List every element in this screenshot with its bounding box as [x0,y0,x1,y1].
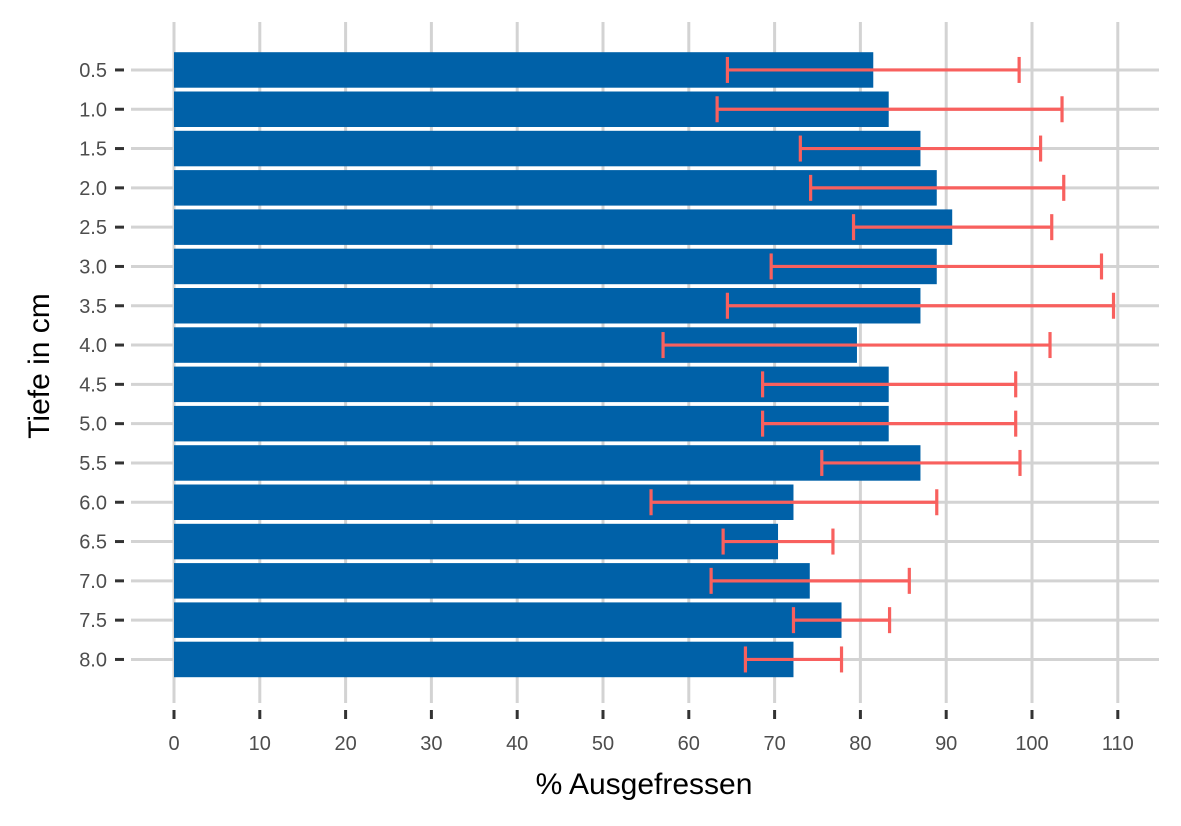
y-axis-title: Tiefe in cm [23,293,56,439]
error-bar-2.5 [851,214,1054,241]
x-axis-title: % Ausgefressen [536,768,753,801]
bar-7.0 [174,563,810,599]
error-bar-6.5 [721,528,835,555]
y-tick-label-8.0: 8.0 [79,649,107,671]
x-tick-label-1: 10 [249,733,271,755]
error-bar-4.5 [760,371,1018,398]
y-tick-label-4.5: 4.5 [79,374,107,396]
bar-1.5 [174,130,921,167]
y-tick-label-6.5: 6.5 [79,532,107,554]
y-tick-label-2.5: 2.5 [79,217,107,239]
error-bar-1.0 [715,96,1064,123]
y-tick-label-3.5: 3.5 [79,296,107,318]
bar-6.5 [174,523,779,560]
error-bar-3.5 [725,292,1116,319]
y-tick-label-6.0: 6.0 [79,492,107,514]
bar-5.5 [174,445,921,481]
error-bar-1.5 [798,135,1043,162]
y-tick-label-3.0: 3.0 [79,256,107,278]
bar-8.0 [174,641,794,678]
bar-layer [174,52,953,678]
x-tick-label-8: 80 [849,733,871,755]
error-bar-4.0 [661,332,1052,359]
axis-layer: 0 10 20 30 40 50 60 70 80 90 100 110 0.5 1.0 1.5 2.0 2.5… [79,60,1134,755]
error-bar-8.0 [743,646,844,673]
y-tick-label-2.0: 2.0 [79,178,107,200]
y-tick-label-7.0: 7.0 [79,571,107,593]
y-tick-label-1.5: 1.5 [79,139,107,161]
x-tick-label-4: 40 [506,733,528,755]
x-tick-label-11: 110 [1102,733,1134,755]
error-bar-7.0 [709,567,911,594]
y-tick-label-5.5: 5.5 [79,453,107,475]
y-tick-label-4.0: 4.0 [79,335,107,357]
bar-2.5 [174,209,953,245]
error-bar-5.5 [820,449,1022,476]
error-bar-7.5 [791,607,892,634]
y-tick-label-1.0: 1.0 [79,99,107,121]
y-tick-label-0.5: 0.5 [79,60,107,82]
bar-7.5 [174,602,842,638]
y-tick-label-7.5: 7.5 [79,610,107,632]
y-tick-label-5.0: 5.0 [79,414,107,436]
x-tick-label-5: 50 [592,733,614,755]
error-bar-0.5 [725,56,1021,83]
error-bar-2.0 [809,174,1066,201]
x-tick-label-7: 70 [763,733,785,755]
error-bar-6.0 [649,489,939,516]
error-bar-layer [649,56,1116,673]
x-tick-label-3: 30 [420,733,442,755]
x-tick-label-9: 90 [935,733,957,755]
x-tick-label-6: 60 [678,733,700,755]
x-tick-label-10: 100 [1015,733,1048,755]
x-tick-label-0: 0 [168,733,179,755]
error-bar-3.0 [769,253,1104,280]
x-tick-label-2: 20 [334,733,356,755]
error-bar-5.0 [760,410,1018,437]
